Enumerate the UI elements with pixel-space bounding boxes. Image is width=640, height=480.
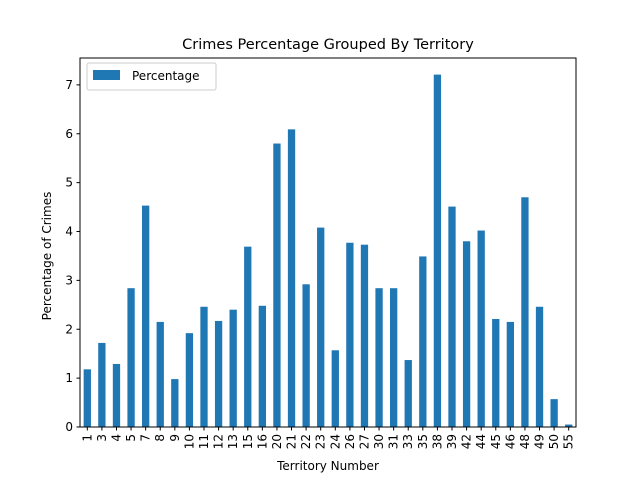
bar-8 <box>156 321 164 427</box>
chart-title: Crimes Percentage Grouped By Territory <box>182 37 474 53</box>
x-tick-label: 3 <box>95 434 109 442</box>
y-axis-ticks: 0 1 2 3 4 5 6 7 <box>65 78 80 434</box>
bar-27 <box>360 244 369 427</box>
x-tick-label: 45 <box>489 434 503 449</box>
bar-12 <box>214 320 223 427</box>
bar-46 <box>506 321 514 427</box>
bar-48 <box>521 197 529 427</box>
x-tick-label: 5 <box>124 434 138 442</box>
bar-23 <box>317 227 325 427</box>
x-tick-label: 33 <box>401 434 415 449</box>
x-tick-label: 50 <box>547 434 561 449</box>
x-tick-label: 55 <box>562 434 576 449</box>
legend: Percentage <box>86 62 217 91</box>
x-tick-label: 9 <box>168 434 182 442</box>
y-tick-label: 3 <box>65 273 73 287</box>
bar-24 <box>331 350 339 427</box>
x-tick-label: 12 <box>212 434 226 449</box>
y-tick-label: 1 <box>65 371 73 385</box>
y-axis-label: Percentage of Crimes <box>40 192 54 321</box>
bar-11 <box>200 306 208 427</box>
x-tick-label: 26 <box>343 434 357 449</box>
x-tick-label: 4 <box>109 434 123 442</box>
plot-frame <box>79 57 577 428</box>
x-tick-label: 20 <box>270 434 284 449</box>
x-tick-label: 44 <box>474 434 488 449</box>
bars-group <box>83 74 573 428</box>
bar-7 <box>142 205 150 427</box>
legend-swatch <box>93 70 120 80</box>
bar-42 <box>462 241 471 427</box>
x-tick-label: 35 <box>416 434 430 449</box>
x-tick-label: 23 <box>314 434 328 449</box>
x-tick-label: 10 <box>182 434 196 449</box>
x-tick-label: 8 <box>153 434 167 442</box>
y-tick-label: 7 <box>65 78 73 92</box>
legend-label: Percentage <box>132 69 200 83</box>
legend-box <box>86 62 217 91</box>
bar-55 <box>565 424 573 427</box>
bar-4 <box>112 363 121 427</box>
y-tick-label: 2 <box>65 322 73 336</box>
x-tick-label: 49 <box>533 434 547 449</box>
bar-33 <box>404 360 412 427</box>
x-tick-label: 7 <box>139 434 153 442</box>
y-tick-label: 5 <box>65 176 73 190</box>
bar-30 <box>375 288 383 427</box>
bar-50 <box>550 399 558 427</box>
bar-21 <box>287 129 296 427</box>
y-tick-label: 6 <box>65 127 73 141</box>
bar-5 <box>127 288 135 427</box>
x-tick-label: 13 <box>226 434 240 449</box>
x-tick-label: 1 <box>80 434 94 442</box>
x-tick-label: 22 <box>299 434 313 449</box>
x-tick-label: 16 <box>255 434 269 449</box>
y-tick-label: 0 <box>65 420 73 434</box>
x-tick-label: 27 <box>357 434 371 449</box>
x-tick-label: 15 <box>241 434 255 449</box>
y-tick-label: 4 <box>65 225 73 239</box>
x-tick-label: 38 <box>430 434 444 449</box>
x-tick-label: 24 <box>328 434 342 449</box>
bar-9 <box>171 379 179 427</box>
bar-20 <box>273 143 281 428</box>
bar-31 <box>390 288 398 427</box>
bar-39 <box>448 206 456 427</box>
bar-49 <box>535 306 544 427</box>
x-tick-label: 39 <box>445 434 459 449</box>
x-tick-label: 48 <box>518 434 532 449</box>
x-tick-label: 31 <box>387 434 401 449</box>
x-axis-label: Territory Number <box>276 459 379 473</box>
bar-10 <box>185 333 194 427</box>
bar-35 <box>419 256 427 427</box>
bar-13 <box>229 309 237 427</box>
x-tick-label: 11 <box>197 434 211 449</box>
bar-26 <box>346 242 354 427</box>
bar-16 <box>258 305 266 427</box>
x-tick-label: 30 <box>372 434 386 449</box>
x-tick-label: 21 <box>285 434 299 449</box>
bar-44 <box>477 230 485 427</box>
bar-38 <box>433 74 442 427</box>
x-tick-label: 42 <box>460 434 474 449</box>
bar-1 <box>83 369 91 427</box>
x-tick-label: 46 <box>503 434 517 449</box>
x-axis-ticks: 1 3 4 5 7 8 9 10 11 12 13 15 16 20 21 22 23 24 26 27 30 31 33 3… <box>80 427 576 449</box>
bar-22 <box>302 284 310 427</box>
bar-15 <box>244 246 252 427</box>
bar-45 <box>492 318 500 427</box>
bar-3 <box>98 342 106 427</box>
